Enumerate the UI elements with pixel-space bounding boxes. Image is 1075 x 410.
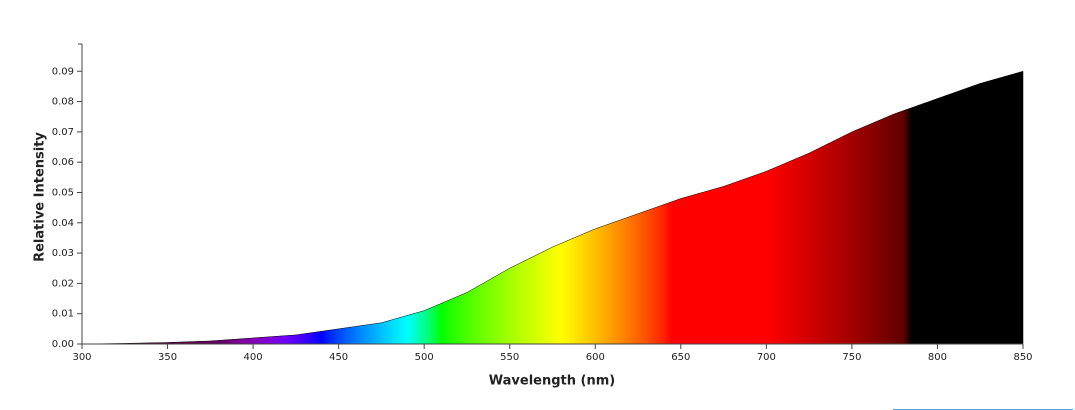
y-tick-label: 0.07 bbox=[52, 127, 74, 138]
x-tick-label: 700 bbox=[757, 352, 776, 363]
y-tick-label: 0.05 bbox=[52, 187, 74, 198]
y-axis-title: Relative Intensity bbox=[33, 132, 48, 262]
x-tick-label: 350 bbox=[158, 352, 177, 363]
x-tick-label: 450 bbox=[329, 352, 348, 363]
y-tick-label: 0.06 bbox=[52, 157, 74, 168]
y-tick-label: 0.04 bbox=[52, 218, 74, 229]
y-tick-label: 0.00 bbox=[52, 339, 74, 350]
x-tick-label: 550 bbox=[500, 352, 519, 363]
x-tick-label: 850 bbox=[1013, 352, 1032, 363]
y-tick-label: 0.02 bbox=[52, 278, 74, 289]
x-tick-label: 400 bbox=[244, 352, 263, 363]
x-axis-title: Wavelength (nm) bbox=[489, 374, 615, 389]
spectrum-area bbox=[81, 70, 1024, 345]
x-tick-label: 300 bbox=[72, 352, 91, 363]
y-tick-label: 0.01 bbox=[52, 309, 74, 320]
x-tick-label: 600 bbox=[586, 352, 605, 363]
x-tick-label: 750 bbox=[842, 352, 861, 363]
y-tick-label: 0.09 bbox=[52, 66, 74, 77]
x-tick-label: 500 bbox=[415, 352, 434, 363]
x-tick-label: 800 bbox=[928, 352, 947, 363]
y-tick-label: 0.08 bbox=[52, 97, 74, 108]
x-tick-label: 650 bbox=[671, 352, 690, 363]
y-tick-label: 0.03 bbox=[52, 248, 74, 259]
